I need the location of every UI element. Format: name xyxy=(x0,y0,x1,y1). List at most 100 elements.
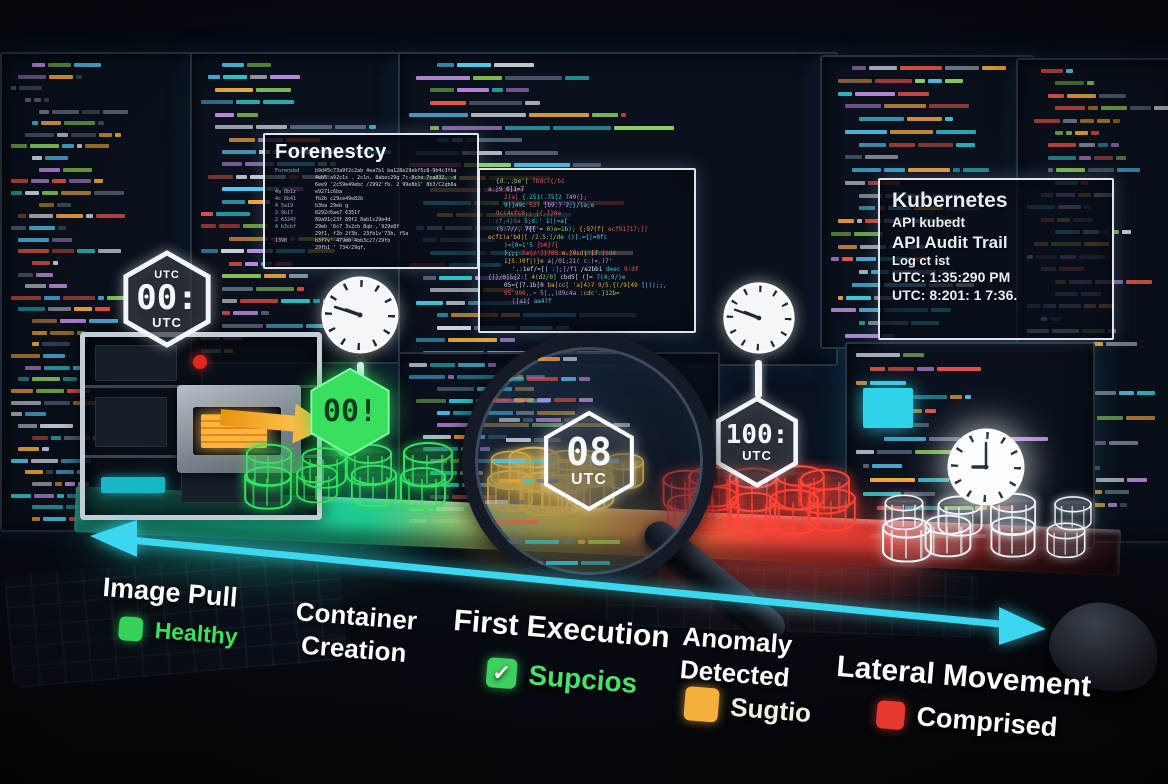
code-line xyxy=(39,202,192,207)
code-line xyxy=(32,63,192,67)
teal-led-strip xyxy=(101,477,165,493)
code-line xyxy=(18,214,192,219)
code-line xyxy=(485,397,693,402)
code-line xyxy=(506,540,693,545)
code-line xyxy=(201,224,404,229)
cylinder-top xyxy=(350,464,398,485)
code-line xyxy=(18,249,192,254)
code-panel: {d.,;be'[ 7bdc7{/b1 a.}9 0]1=7 2[a| {.25… xyxy=(478,168,696,333)
kube-utc-line: UTC: 1:35:290 PM xyxy=(892,269,1011,286)
code-line xyxy=(437,138,827,143)
code-line xyxy=(18,307,192,312)
code-line xyxy=(11,295,192,300)
code-line xyxy=(18,377,192,382)
code-line xyxy=(25,97,192,102)
clock-stem xyxy=(755,360,762,398)
code-line xyxy=(852,168,1023,172)
code-line xyxy=(215,125,404,130)
badge-bottom-text: UTC xyxy=(571,471,607,488)
badge-value: 08 xyxy=(566,430,612,474)
kube-line: API kubedt xyxy=(892,214,966,231)
code-line xyxy=(201,212,404,217)
code-line xyxy=(39,167,192,172)
code-line xyxy=(32,260,192,265)
code-line xyxy=(208,75,404,80)
code-line xyxy=(845,155,1023,160)
code-line xyxy=(852,66,1023,70)
code-line xyxy=(11,458,192,463)
code-line xyxy=(863,492,1084,497)
cylinder-body xyxy=(799,478,850,515)
code-line xyxy=(11,144,192,149)
green-square-icon xyxy=(117,615,144,642)
code-line xyxy=(18,237,192,242)
cylinder-top xyxy=(729,491,776,512)
amber-square-icon xyxy=(683,686,720,723)
code-line xyxy=(870,366,1084,371)
clock-icon xyxy=(947,428,1025,506)
code-line xyxy=(492,377,693,382)
code-line xyxy=(856,380,1084,385)
code-line xyxy=(1055,106,1168,111)
kube-utc-line: UTC: 8:201: 1 7:36. xyxy=(892,286,1018,303)
code-line xyxy=(1034,118,1168,123)
kube-line: API Audit Trail xyxy=(892,232,1008,252)
code-line xyxy=(499,418,693,423)
badge-value: 00! xyxy=(322,394,378,429)
utc-badge-t0: UTC 00: UTC xyxy=(116,250,218,348)
stage-label-container-creation: Container Creation xyxy=(294,596,419,668)
forensics-row: 4 b3cbf 29eb '6c7 3s2cb 8qb ,'929e8f xyxy=(275,224,400,230)
forensics-row: 4eb5 a92c1s . 2c1n, 8abec29g 7c-8cbv 7ca… xyxy=(315,175,457,181)
code-line xyxy=(18,272,192,277)
code-line xyxy=(859,142,1023,147)
forensics-row: 4a 8b1z e9271c6ba xyxy=(275,189,343,195)
code-line xyxy=(25,284,192,289)
code-line xyxy=(11,225,192,230)
code-line xyxy=(222,63,404,67)
forensics-row: 1398 b3f7v' 479eb 4bb3c27/29fb xyxy=(275,238,391,244)
forensics-row: 6ee9 '2c59e49ebc /2992'fb. 2 99e8b1' 8b3… xyxy=(315,182,457,188)
clock-icon xyxy=(723,282,795,354)
cyan-chart-block xyxy=(863,388,913,428)
code-line xyxy=(11,412,192,417)
server-component xyxy=(95,345,177,381)
code-line xyxy=(416,75,827,80)
code-line xyxy=(1055,130,1168,135)
cylinder-stripes xyxy=(808,481,841,510)
code-line xyxy=(25,132,192,137)
server-component xyxy=(95,397,167,447)
magnifying-glass: 08 UTC xyxy=(462,334,716,588)
red-led-icon xyxy=(193,355,207,369)
code-line xyxy=(18,423,192,428)
forensics-row: 29fb1 ' 734/29qf, xyxy=(315,245,367,251)
badge-bottom-text: UTC xyxy=(152,314,182,330)
code-panel-body: {d.,;be'[ 7bdc7{/b1 a.}9 0]1=7 2[a| {.25… xyxy=(488,178,671,305)
code-line xyxy=(11,191,192,196)
code-line xyxy=(1048,168,1168,173)
badge-value: 100: xyxy=(725,419,789,450)
code-line xyxy=(409,363,709,367)
forensics-panel: Forenestcy Forensbd b9d45c73a9f2c2ab 4ea7… xyxy=(263,133,479,269)
code-line xyxy=(838,78,1023,83)
forensics-row: Forensbd b9d45c73a9f2c2ab 4ea7b1 ba128e29… xyxy=(275,168,457,174)
code-line xyxy=(863,464,1084,469)
cylinder-top xyxy=(768,488,819,511)
forensics-row: 4c 6b41 fb2b c29ce49e82b xyxy=(275,196,364,202)
forensics-row: 2 9b17 8292c6ae7 6351f xyxy=(275,210,361,216)
code-line xyxy=(11,388,192,393)
code-line xyxy=(222,199,404,204)
forensics-panel-title: Forenestcy xyxy=(275,141,387,163)
code-line xyxy=(11,354,192,359)
forensics-row: 29f1, f2b 2f3b. 23fb1v'73b, f5a xyxy=(315,231,409,237)
code-line xyxy=(11,86,192,91)
utc-badge-t2: 08 UTC xyxy=(533,410,645,512)
code-line xyxy=(416,338,827,343)
kubernetes-audit-panel: Kubernetes API kubedt API Audit Trail Lo… xyxy=(878,178,1114,340)
code-line xyxy=(856,353,1084,357)
code-line xyxy=(201,100,404,105)
code-line xyxy=(845,129,1023,134)
code-line xyxy=(32,319,192,324)
forensics-row: 4 5a19 b3ba 29eb g xyxy=(275,203,349,209)
code-line xyxy=(1048,143,1168,148)
